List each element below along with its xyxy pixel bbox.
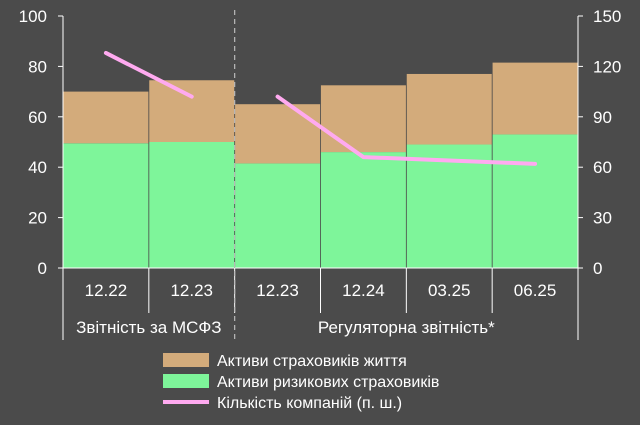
y-right-tick-label: 0 <box>593 259 602 278</box>
x-tick-label: 12.24 <box>342 281 385 300</box>
y-right-tick-label: 30 <box>593 209 612 228</box>
bar-life-3 <box>320 85 406 153</box>
group-label-1: Регуляторна звітність* <box>318 318 495 337</box>
y-right-tick-label: 60 <box>593 158 612 177</box>
bar-risk-1 <box>149 142 235 268</box>
y-left-tick-label: 40 <box>28 158 47 177</box>
y-right-tick-label: 90 <box>593 108 612 127</box>
bar-life-4 <box>406 73 492 145</box>
line-companies-point-3 <box>361 155 365 159</box>
bar-risk-2 <box>235 163 321 268</box>
y-right-tick-label: 150 <box>593 7 621 26</box>
bar-risk-5 <box>492 134 578 268</box>
y-left-tick-label: 100 <box>19 7 47 26</box>
line-companies-point-1 <box>190 95 194 99</box>
x-tick-label: 12.22 <box>85 281 128 300</box>
bar-life-0 <box>63 91 149 144</box>
legend-swatch-1 <box>163 374 209 388</box>
x-tick-label: 12.23 <box>170 281 213 300</box>
legend-label-2: Кількість компаній (п. ш.) <box>217 395 402 412</box>
bar-risk-0 <box>63 143 149 268</box>
bar-life-5 <box>492 62 578 135</box>
y-left-tick-label: 60 <box>28 108 47 127</box>
legend-swatch-0 <box>163 353 209 367</box>
line-companies-point-2 <box>276 95 280 99</box>
y-left-tick-label: 0 <box>38 259 47 278</box>
line-companies-point-0 <box>104 51 108 55</box>
x-tick-label: 03.25 <box>428 281 471 300</box>
bar-risk-3 <box>320 152 406 268</box>
line-companies-point-5 <box>533 162 537 166</box>
y-left-tick-label: 80 <box>28 57 47 76</box>
y-right-tick-label: 120 <box>593 57 621 76</box>
line-companies-segment-1 <box>275 94 538 166</box>
legend-label-0: Активи страховиків життя <box>217 353 407 370</box>
line-companies-segment-0 <box>103 50 194 99</box>
bar-life-2 <box>235 104 321 164</box>
line-companies-point-4 <box>447 158 451 162</box>
y-left-tick-label: 20 <box>28 209 47 228</box>
legend-label-1: Активи ризикових страховиків <box>217 374 439 391</box>
x-tick-label: 06.25 <box>514 281 557 300</box>
x-tick-label: 12.23 <box>256 281 299 300</box>
bar-life-1 <box>149 80 235 142</box>
group-label-0: Звітність за МСФЗ <box>76 318 222 337</box>
bar-risk-4 <box>406 144 492 268</box>
